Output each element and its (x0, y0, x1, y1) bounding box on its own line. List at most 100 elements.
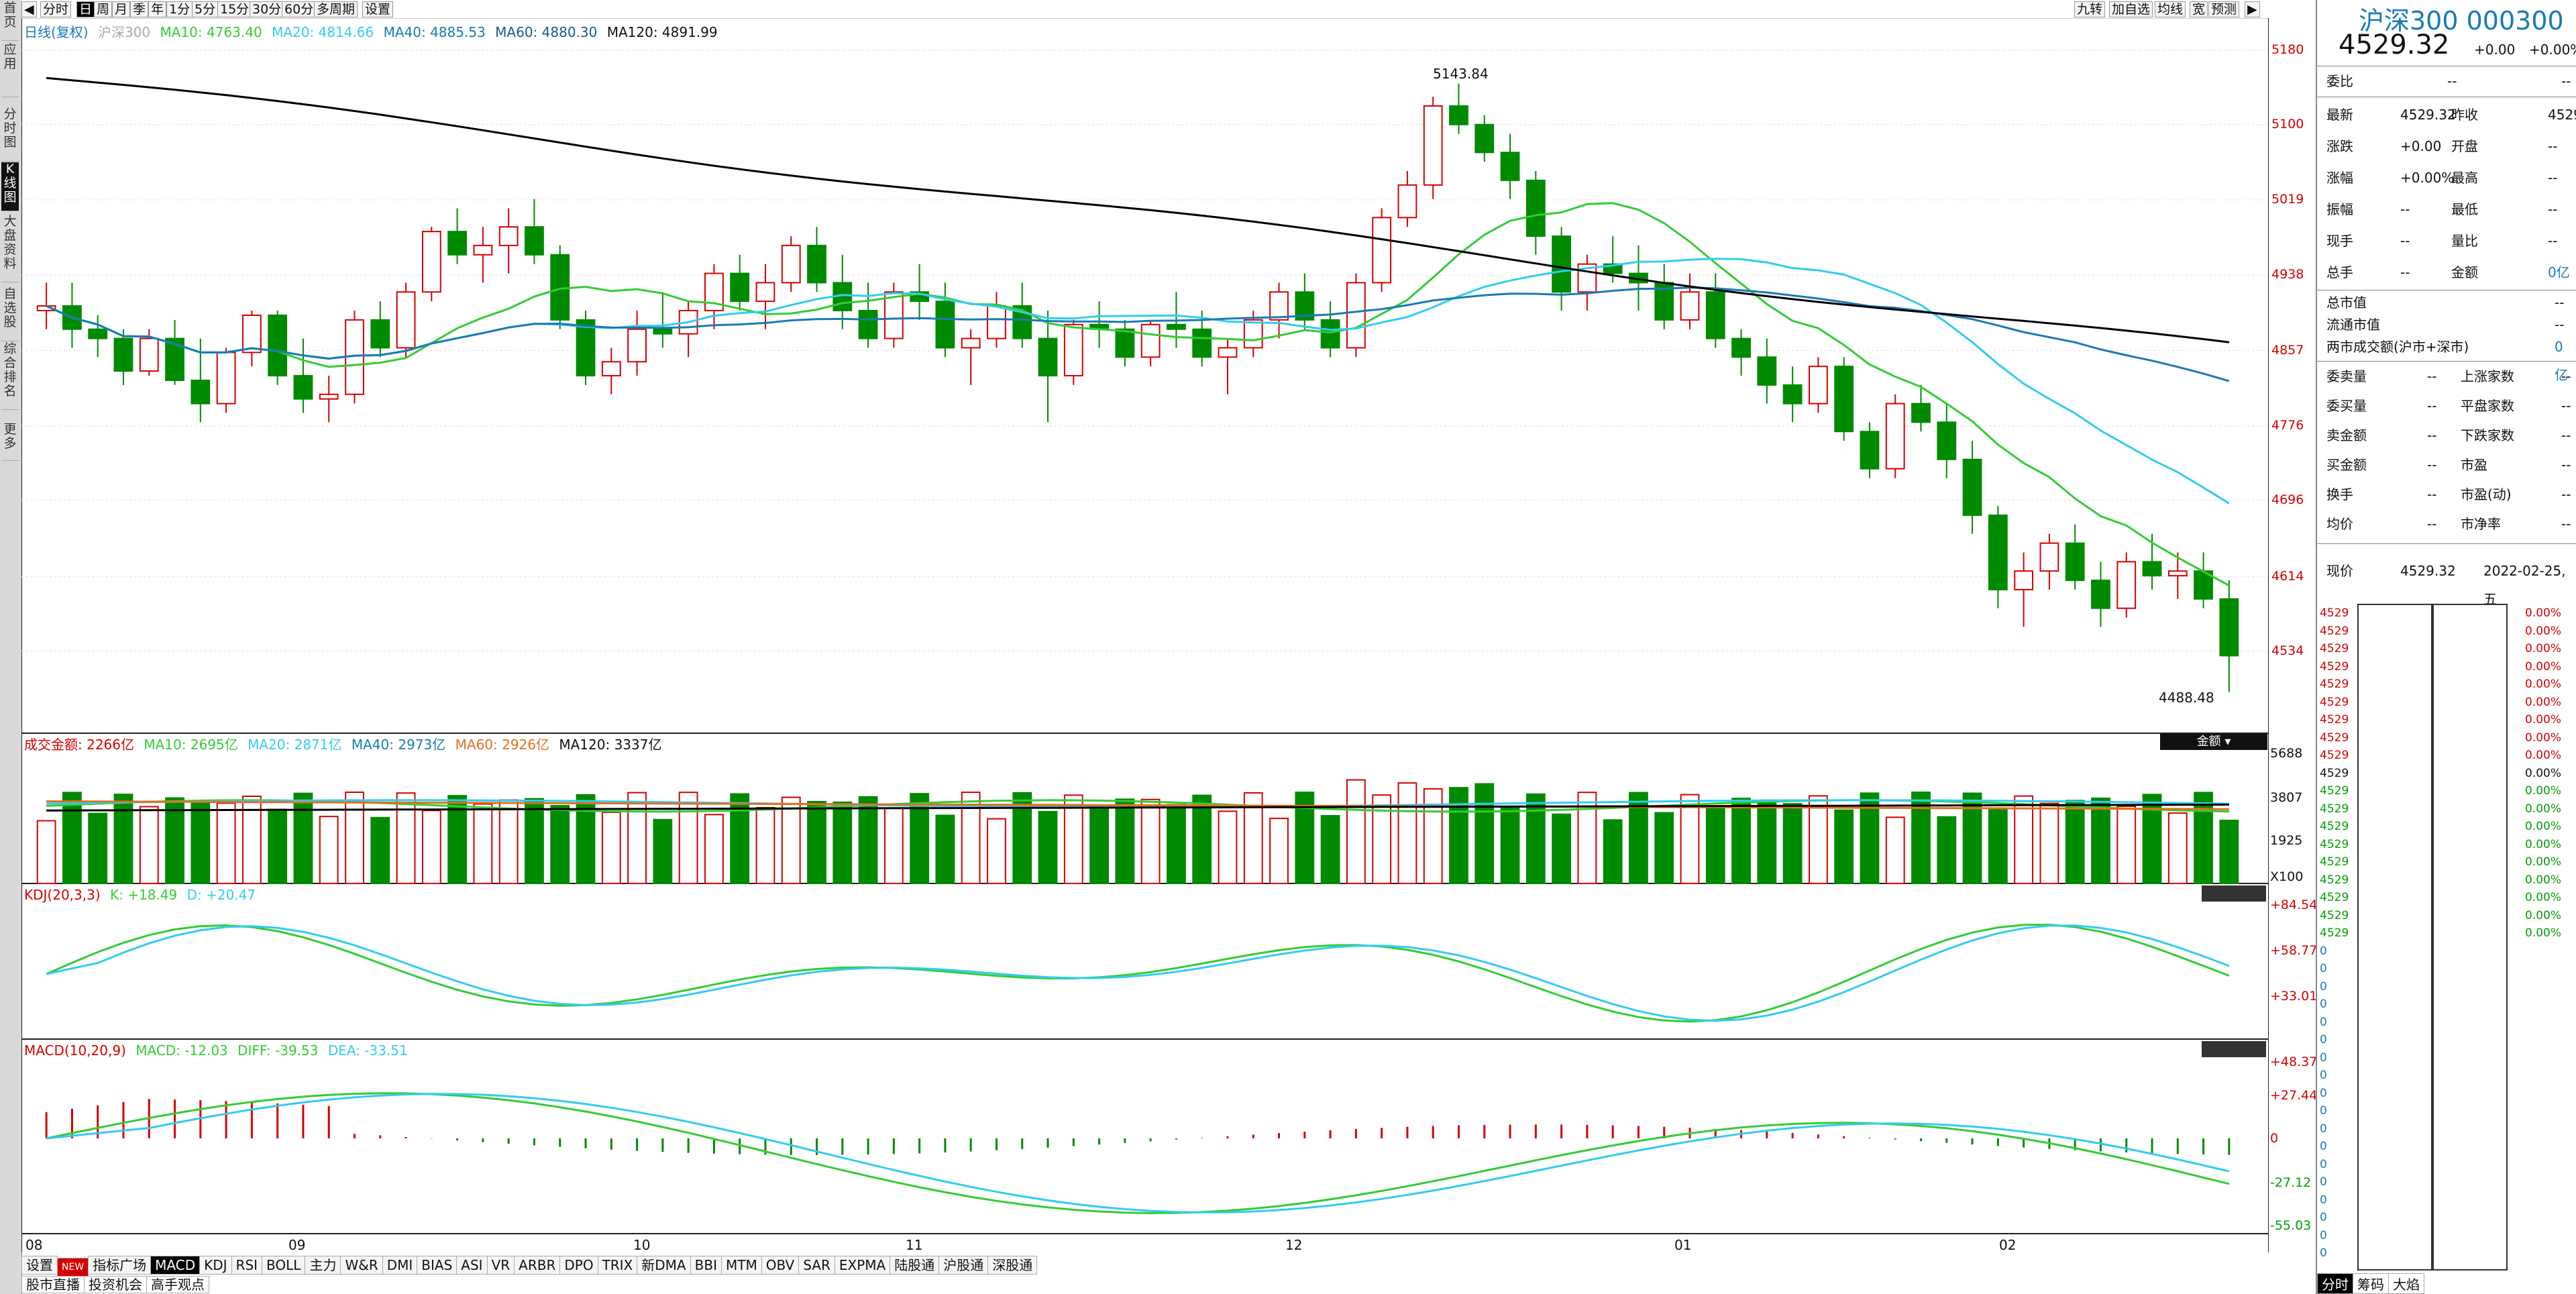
forecast-button[interactable]: 预测 (2208, 1, 2240, 17)
breadth-value: -- (2561, 427, 2571, 443)
intraday-button[interactable]: 分时图 (1, 107, 19, 162)
more-button[interactable]: 更多 (1, 423, 19, 461)
candle-body (601, 361, 621, 377)
quote-value: -- (2400, 233, 2410, 249)
mini-price-label: 0 (2320, 944, 2327, 958)
macd-params-tag[interactable]: 指标参数 (2202, 1041, 2266, 1058)
period-60min[interactable]: 60分 (282, 1, 317, 17)
volume-bar (2065, 800, 2085, 884)
vol-ma60-line (46, 800, 2229, 810)
ma120-line (46, 76, 2230, 343)
panel-tab-0[interactable]: 分时 (2317, 1273, 2353, 1294)
indicator-tab-1[interactable]: NEW (57, 1258, 89, 1277)
bottom-link-2[interactable]: 高手观点 (146, 1276, 209, 1293)
indicator-tab-11[interactable]: ASI (456, 1256, 488, 1275)
mini-price-label: 4529 (2320, 678, 2349, 691)
indicator-tab-8[interactable]: W&R (340, 1256, 383, 1275)
panel-tab-2[interactable]: 大焰 (2388, 1273, 2424, 1294)
quote-label: 昨收 (2451, 107, 2478, 123)
indicator-tab-19[interactable]: OBV (761, 1256, 800, 1275)
add-watchlist-button[interactable]: 加自选 (2109, 1, 2153, 17)
candle-body (1397, 184, 1417, 219)
indicator-tab-5[interactable]: RSI (231, 1256, 263, 1275)
indicator-tab-15[interactable]: TRIX (597, 1256, 638, 1275)
back-icon[interactable]: ◀ (21, 1, 37, 17)
ma40-line (46, 286, 2230, 382)
amount-dropdown[interactable]: 金额 ▾ (2160, 734, 2267, 750)
panel-tab-1[interactable]: 筹码 (2353, 1273, 2389, 1294)
candle-body (421, 231, 441, 293)
kdj-legend: KDJ(20,3,3) K: +18.49 D: +20.47 (24, 887, 261, 903)
indicator-tab-21[interactable]: EXPMA (834, 1256, 891, 1275)
watchlist-button[interactable]: 自选股 (1, 287, 19, 341)
period-30min[interactable]: 30分 (250, 1, 284, 17)
volume-bar (1552, 813, 1572, 884)
candle-body (653, 328, 673, 335)
period-month[interactable]: 月 (112, 1, 131, 17)
period-5min[interactable]: 5分 (192, 1, 219, 17)
multi-period[interactable]: 多周期 (314, 1, 358, 17)
period-year[interactable]: 年 (148, 1, 167, 17)
kline-chart[interactable] (21, 18, 2269, 1252)
quote-label: 最低 (2451, 201, 2478, 217)
indicator-tab-17[interactable]: BBI (690, 1256, 722, 1275)
macd-axis-2: +27.44 (2270, 1088, 2318, 1103)
kdj-params-tag[interactable]: 指标参数 (2202, 885, 2266, 902)
quote-value: +0.00% (2400, 170, 2455, 186)
kline-button[interactable]: K线图 (1, 162, 19, 211)
period-1min[interactable]: 1分 (166, 1, 193, 17)
indicator-tab-18[interactable]: MTM (720, 1256, 762, 1275)
indicator-tab-3[interactable]: MACD (150, 1256, 201, 1275)
volume-bar (2219, 819, 2239, 885)
candle-body (1140, 323, 1161, 358)
indicator-tab-6[interactable]: BOLL (262, 1256, 306, 1275)
volume-bar (807, 801, 826, 884)
period-intraday[interactable]: 分时 (40, 1, 72, 17)
mini-pct-label: 0.00% (2525, 926, 2562, 940)
indicator-tab-12[interactable]: VR (486, 1256, 515, 1275)
indicator-tab-14[interactable]: DPO (559, 1256, 598, 1275)
indicator-tab-4[interactable]: KDJ (199, 1256, 232, 1275)
ma-button[interactable]: 均线 (2155, 1, 2186, 17)
indicator-tab-10[interactable]: BIAS (417, 1256, 458, 1275)
indicator-tab-23[interactable]: 沪股通 (938, 1256, 989, 1275)
wide-button[interactable]: 宽 (2190, 1, 2208, 17)
kdj-axis-2: +58.77 (2270, 943, 2318, 958)
volume-bar (1937, 816, 1957, 885)
mini-pct-label: 0.00% (2525, 659, 2562, 673)
settings-button[interactable]: 设置 (362, 1, 394, 17)
period-15min[interactable]: 15分 (217, 1, 252, 17)
mini-intraday-chart[interactable]: 4529 0.00% 4529 0.00% 4529 0.00% 4529 0.00% 4529… (2317, 597, 2576, 1271)
forward-icon[interactable]: ▶ (2245, 1, 2260, 17)
bottom-link-0[interactable]: 股市直播 (21, 1276, 85, 1293)
indicator-tab-7[interactable]: 主力 (305, 1256, 341, 1275)
apps-button[interactable]: 应用 (1, 43, 19, 97)
bottom-link-1[interactable]: 投资机会 (84, 1276, 147, 1293)
period-week[interactable]: 周 (94, 1, 113, 17)
indicator-tab-24[interactable]: 深股通 (987, 1256, 1038, 1275)
indicator-tab-22[interactable]: 陆股通 (890, 1256, 940, 1275)
macd-diff: DIFF: -39.53 (237, 1042, 319, 1059)
volume-bar (1320, 815, 1340, 885)
quote-label: 涨跌 (2326, 138, 2353, 154)
nine-turn-button[interactable]: 九转 (2074, 1, 2106, 17)
indicator-tab-16[interactable]: 新DMA (637, 1256, 691, 1275)
breadth-label: 委卖量 (2326, 368, 2367, 384)
period-quarter[interactable]: 季 (130, 1, 149, 17)
mini-pct-label: 0.00% (2525, 731, 2562, 745)
home-button[interactable]: 首页 (1, 1, 19, 41)
indicator-tab-9[interactable]: DMI (382, 1256, 418, 1275)
x-label-11: 11 (906, 1237, 923, 1253)
breadth-label: 上涨家数 (2461, 368, 2514, 384)
indicator-tab-13[interactable]: ARBR (514, 1256, 561, 1275)
ranking-button[interactable]: 综合排名 (1, 342, 19, 410)
x-label-09: 09 (288, 1237, 306, 1253)
market-info-button[interactable]: 大盘资料 (1, 215, 19, 282)
indicator-tab-0[interactable]: 设置 (21, 1256, 58, 1275)
volume-bar (1038, 810, 1058, 885)
mini-chart-grid (2357, 604, 2508, 1271)
indicator-tab-2[interactable]: 指标广场 (88, 1256, 152, 1275)
period-day[interactable]: 日 (76, 1, 95, 17)
indicator-tab-20[interactable]: SAR (798, 1256, 835, 1275)
mini-pct-label: 0.00% (2525, 695, 2562, 709)
